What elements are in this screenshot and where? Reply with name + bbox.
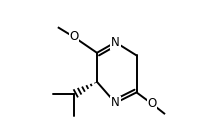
- Text: N: N: [111, 36, 120, 49]
- Text: O: O: [69, 30, 78, 43]
- Text: N: N: [111, 96, 120, 109]
- Text: O: O: [147, 97, 156, 110]
